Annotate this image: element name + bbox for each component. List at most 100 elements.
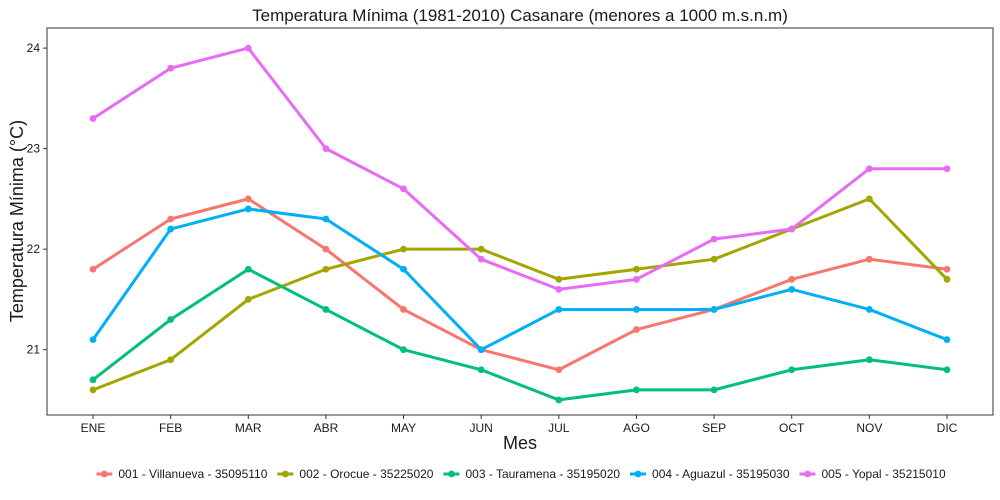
data-point (555, 275, 563, 283)
data-point (244, 265, 252, 273)
data-point (555, 366, 563, 374)
data-point (400, 306, 407, 313)
legend-item: 001 - Villanueva - 35095110 (96, 467, 268, 481)
data-point (167, 225, 175, 233)
data-point (788, 366, 796, 374)
data-point (400, 346, 407, 354)
data-point (865, 306, 873, 313)
data-point (788, 225, 796, 233)
data-point (89, 336, 97, 344)
legend-key-point (281, 470, 289, 478)
y-tick-label: 21 (27, 343, 41, 357)
series-line (91, 46, 949, 291)
series-line (91, 267, 949, 402)
x-tick-label: MAR (235, 421, 262, 435)
series-line (91, 197, 949, 392)
data-point (400, 245, 407, 253)
chart-title: Temperatura Mínima (1981-2010) Casanare … (252, 6, 788, 25)
legend-label: 003 - Tauramena - 35195020 (465, 467, 620, 481)
data-point (167, 316, 175, 323)
y-tick-label: 22 (27, 242, 41, 256)
y-axis-title: Temperatura Mínima (°C) (7, 120, 27, 322)
legend-key-point (804, 470, 811, 478)
legend-label: 002 - Orocue - 35225020 (299, 467, 433, 481)
x-tick-label: OCT (779, 421, 805, 435)
legend-label: 001 - Villanueva - 35095110 (118, 467, 267, 481)
data-point (788, 275, 796, 283)
legend-item: 002 - Orocue - 35225020 (277, 467, 434, 481)
data-point (322, 265, 330, 273)
series-line (91, 197, 949, 372)
data-point (865, 165, 873, 173)
x-tick-label: SEP (702, 421, 726, 435)
data-point (710, 306, 718, 313)
data-point (322, 245, 330, 253)
data-point (710, 386, 718, 394)
legend-item: 005 - Yopal - 35215010 (799, 467, 946, 481)
data-point (244, 44, 252, 52)
series-2 (89, 195, 951, 394)
data-point (89, 386, 97, 394)
data-point (477, 245, 485, 253)
data-point (244, 296, 252, 303)
data-point (400, 185, 407, 193)
data-point (322, 145, 330, 153)
data-point (477, 346, 485, 354)
series-line (91, 207, 949, 352)
data-point (710, 255, 718, 263)
data-point (477, 255, 485, 263)
data-point (555, 306, 563, 313)
data-point (865, 195, 873, 203)
legend-key-point (634, 470, 642, 478)
y-axis: 21 22 23 24 (27, 41, 47, 357)
data-point (633, 275, 640, 283)
data-point (89, 265, 97, 273)
legend-label: 004 - Aguazul - 35195030 (652, 467, 790, 481)
data-point (865, 356, 873, 364)
x-axis-title: Mes (503, 433, 537, 453)
data-point (400, 265, 407, 273)
data-point (633, 306, 640, 313)
data-point (322, 306, 330, 313)
x-tick-label: JUL (548, 421, 570, 435)
data-point (244, 205, 252, 213)
legend-item: 003 - Tauramena - 35195020 (443, 467, 620, 481)
legend: 001 - Villanueva - 35095110 002 - Orocue … (96, 467, 946, 481)
series-4 (89, 205, 951, 354)
data-point (943, 336, 951, 344)
x-tick-label: NOV (856, 421, 882, 435)
data-point (322, 215, 330, 223)
x-tick-label: ENE (81, 421, 106, 435)
x-tick-label: ABR (314, 421, 339, 435)
data-point (167, 215, 175, 223)
legend-key-point (100, 470, 108, 478)
data-point (167, 64, 175, 72)
data-point (788, 285, 796, 293)
x-tick-label: AGO (623, 421, 650, 435)
data-point (477, 366, 485, 374)
legend-key-point (448, 470, 455, 478)
data-point (89, 376, 97, 384)
data-point (167, 356, 175, 364)
data-point (710, 235, 718, 243)
data-point (943, 165, 951, 173)
x-axis: ENE FEB MAR ABR MAY JUN JUL AGO SEP OCT NOV DIC (81, 415, 958, 435)
data-point (633, 265, 640, 273)
series-1 (89, 195, 951, 374)
x-tick-label: MAY (391, 421, 416, 435)
data-point (943, 366, 951, 374)
y-tick-label: 23 (27, 142, 41, 156)
x-tick-label: JUN (470, 421, 493, 435)
data-point (943, 275, 951, 283)
x-tick-label: FEB (159, 421, 182, 435)
data-point (943, 265, 951, 273)
data-point (555, 285, 563, 293)
data-point (244, 195, 252, 203)
series-layer (89, 44, 951, 404)
x-tick-label: DIC (937, 421, 958, 435)
y-tick-label: 24 (27, 41, 41, 55)
legend-item: 004 - Aguazul - 35195030 (630, 467, 790, 481)
data-point (865, 255, 873, 263)
